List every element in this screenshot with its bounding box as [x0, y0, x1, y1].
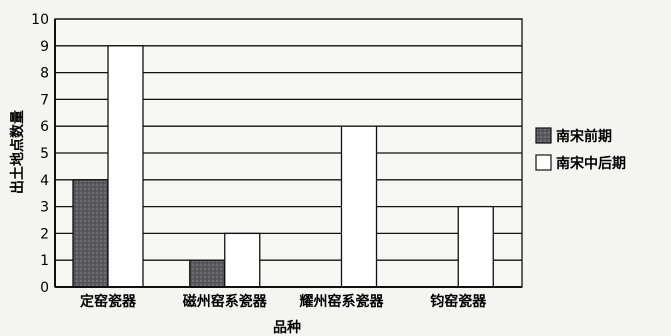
- y-tick-label-9: 9: [40, 39, 49, 55]
- bar-1-0: [189, 259, 226, 288]
- bar-3-1: [457, 205, 494, 288]
- legend: 南宋前期 南宋中后期: [535, 127, 626, 172]
- y-tick-label-3: 3: [40, 200, 49, 216]
- bar-0-1: [107, 45, 144, 288]
- y-tick-label-7: 7: [40, 92, 49, 108]
- y-tick-label-2: 2: [40, 226, 49, 242]
- legend-label-southern-song-late: 南宋中后期: [556, 155, 626, 172]
- bar-1-1: [224, 232, 261, 288]
- x-tick-label-2: 耀州窑系瓷器: [300, 293, 385, 310]
- legend-label-southern-song-early: 南宋前期: [556, 128, 612, 145]
- bar-0-0: [72, 179, 109, 288]
- y-tick-label-1: 1: [40, 253, 49, 269]
- x-axis-label: 品种: [273, 319, 301, 336]
- plot-area: 0 1 2 3 4 5 6 7 8 9 10 定窑瓷器 磁州窑系瓷器 耀州窑系瓷器 钧窑瓷器: [31, 12, 523, 310]
- y-tick-label-6: 6: [40, 119, 49, 135]
- legend-swatch-southern-song-early: [535, 127, 552, 144]
- y-tick-label-5: 5: [40, 146, 49, 162]
- y-tick-label-4: 4: [40, 173, 49, 189]
- x-tick-label-3: 钧窑瓷器: [430, 293, 487, 310]
- legend-swatch-southern-song-late: [535, 154, 552, 171]
- bar-2-1: [340, 125, 378, 288]
- y-tick-label-0: 0: [40, 280, 49, 296]
- y-tick-label-8: 8: [40, 66, 49, 82]
- x-tick-label-1: 磁州窑系瓷器: [183, 293, 268, 310]
- x-tick-label-0: 定窑瓷器: [80, 293, 137, 310]
- y-axis-label: 出土地点数量: [9, 110, 26, 194]
- y-tick-label-10: 10: [31, 12, 49, 28]
